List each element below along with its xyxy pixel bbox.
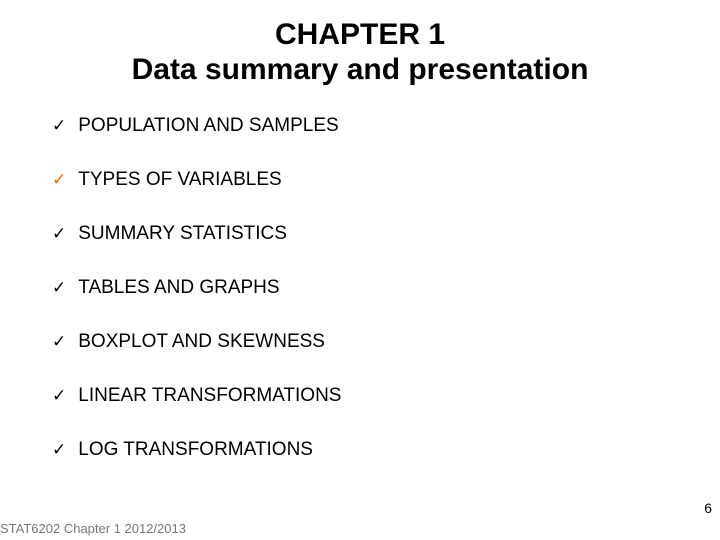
list-item-label: LINEAR TRANSFORMATIONS [78,385,341,407]
footer-text: STAT6202 Chapter 1 2012/2013 [0,521,186,536]
title-line-1: CHAPTER 1 [40,18,680,53]
check-icon: ✓ [52,331,66,353]
check-icon: ✓ [52,277,66,299]
list-item-label: TABLES AND GRAPHS [78,277,279,299]
list-item-label: POPULATION AND SAMPLES [78,115,338,137]
check-icon: ✓ [52,223,66,245]
list-item: ✓ TYPES OF VARIABLES [52,169,680,191]
list-item: ✓ SUMMARY STATISTICS [52,223,680,245]
check-icon: ✓ [52,115,66,137]
list-item-label: TYPES OF VARIABLES [78,169,281,191]
title-line-2: Data summary and presentation [40,53,680,88]
list-item-label: BOXPLOT AND SKEWNESS [78,331,325,353]
list-item-label: LOG TRANSFORMATIONS [78,439,313,461]
check-icon: ✓ [52,169,66,191]
slide: CHAPTER 1 Data summary and presentation … [0,0,720,540]
list-item: ✓ LOG TRANSFORMATIONS [52,439,680,461]
page-number: 6 [704,500,712,516]
check-icon: ✓ [52,385,66,407]
check-icon: ✓ [52,439,66,461]
list-item: ✓ LINEAR TRANSFORMATIONS [52,385,680,407]
list-item: ✓ POPULATION AND SAMPLES [52,115,680,137]
slide-title: CHAPTER 1 Data summary and presentation [40,18,680,87]
list-item: ✓ BOXPLOT AND SKEWNESS [52,331,680,353]
list-item: ✓ TABLES AND GRAPHS [52,277,680,299]
topic-list: ✓ POPULATION AND SAMPLES ✓ TYPES OF VARI… [40,115,680,461]
list-item-label: SUMMARY STATISTICS [78,223,287,245]
